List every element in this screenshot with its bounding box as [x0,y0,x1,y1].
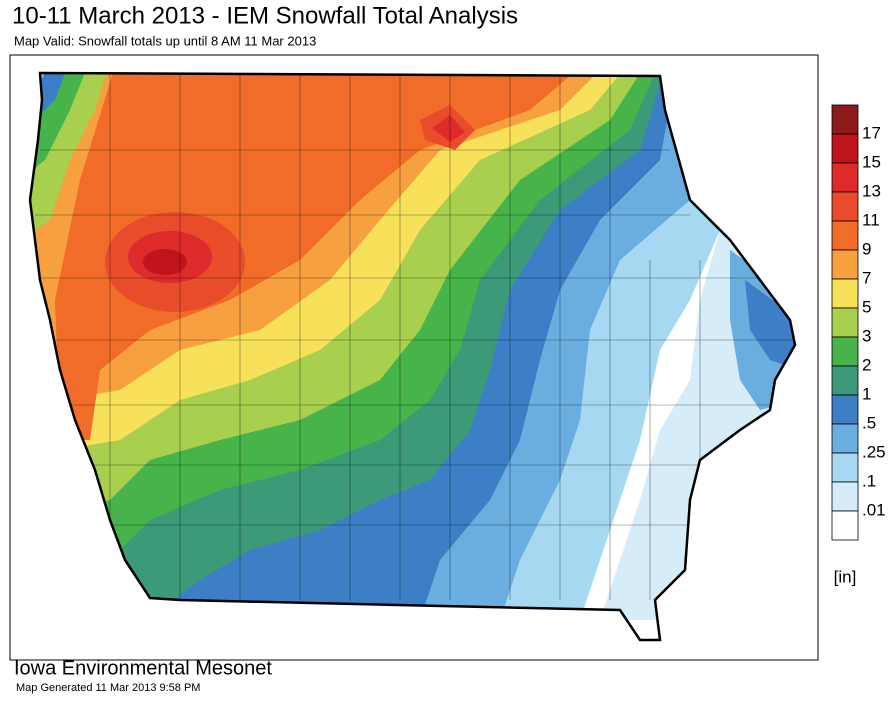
subtitle: Map Valid: Snowfall totals up until 8 AM… [14,33,316,48]
legend-label: 7 [862,268,871,287]
title: 10-11 March 2013 - IEM Snowfall Total An… [12,2,518,29]
legend-swatch [831,249,859,280]
legend-label: 17 [862,123,881,142]
legend-swatch [831,365,859,396]
footer-organization: Iowa Environmental Mesonet [14,657,272,679]
legend-swatch [831,191,859,222]
legend-swatch [831,307,859,338]
footer-generated: Map Generated 11 Mar 2013 9:58 PM [16,682,200,694]
legend-label: .25 [862,442,886,461]
legend-swatch [831,104,859,135]
legend-swatch [831,394,859,425]
legend-swatch [831,278,859,309]
legend-swatch [831,220,859,251]
legend: 17 15 13 11 9 7 5 3 2 1 .5 .25 .1 .01 [831,104,886,541]
legend-label: 2 [862,355,871,374]
legend-swatch [831,481,859,512]
legend-swatch [831,336,859,367]
legend-swatch [831,162,859,193]
legend-label: .01 [862,500,886,519]
legend-label: 9 [862,239,871,258]
legend-label: 5 [862,297,871,316]
legend-swatch [831,423,859,454]
legend-unit: [in] [834,567,857,586]
legend-swatch [831,133,859,164]
legend-label: 11 [862,210,880,229]
legend-label: 13 [862,181,881,200]
legend-label: 1 [862,384,871,403]
legend-label: 15 [862,152,881,171]
legend-label: .5 [862,413,876,432]
legend-label: 3 [862,326,871,345]
legend-label: .1 [862,471,876,490]
legend-swatch [831,510,859,541]
legend-swatch [831,452,859,483]
